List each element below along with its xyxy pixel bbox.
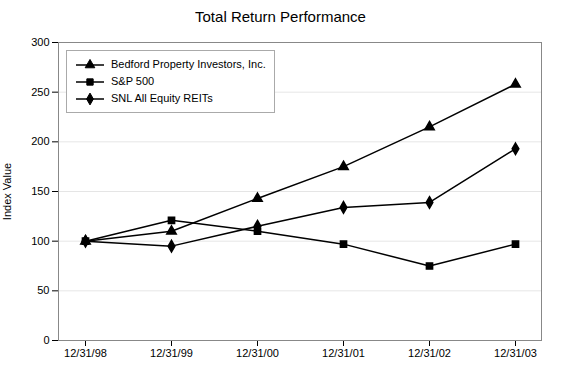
svg-text:50: 50: [37, 284, 49, 296]
svg-text:250: 250: [31, 86, 49, 98]
html-text:Bedford Property Investors, In: Bedford Property Investors, Inc.: [111, 58, 266, 70]
svg-text:Index Value: Index Value: [1, 163, 13, 220]
html-text:SNL All Equity REITs: SNL All Equity REITs: [111, 92, 213, 104]
svg-text:12/31/02: 12/31/02: [408, 347, 451, 359]
svg-text:0: 0: [43, 334, 49, 346]
svg-text:300: 300: [31, 36, 49, 48]
svg-text:150: 150: [31, 185, 49, 197]
svg-text:12/31/98: 12/31/98: [64, 347, 107, 359]
svg-text:12/31/03: 12/31/03: [494, 347, 537, 359]
svg-text:12/31/99: 12/31/99: [150, 347, 193, 359]
svg-text:100: 100: [31, 235, 49, 247]
html-text:S&P 500: S&P 500: [111, 75, 155, 87]
svg-text:12/31/01: 12/31/01: [322, 347, 365, 359]
html-text:Total Return Performance: Total Return Performance: [195, 8, 366, 25]
svg-text:200: 200: [31, 135, 49, 147]
svg-text:12/31/00: 12/31/00: [236, 347, 279, 359]
